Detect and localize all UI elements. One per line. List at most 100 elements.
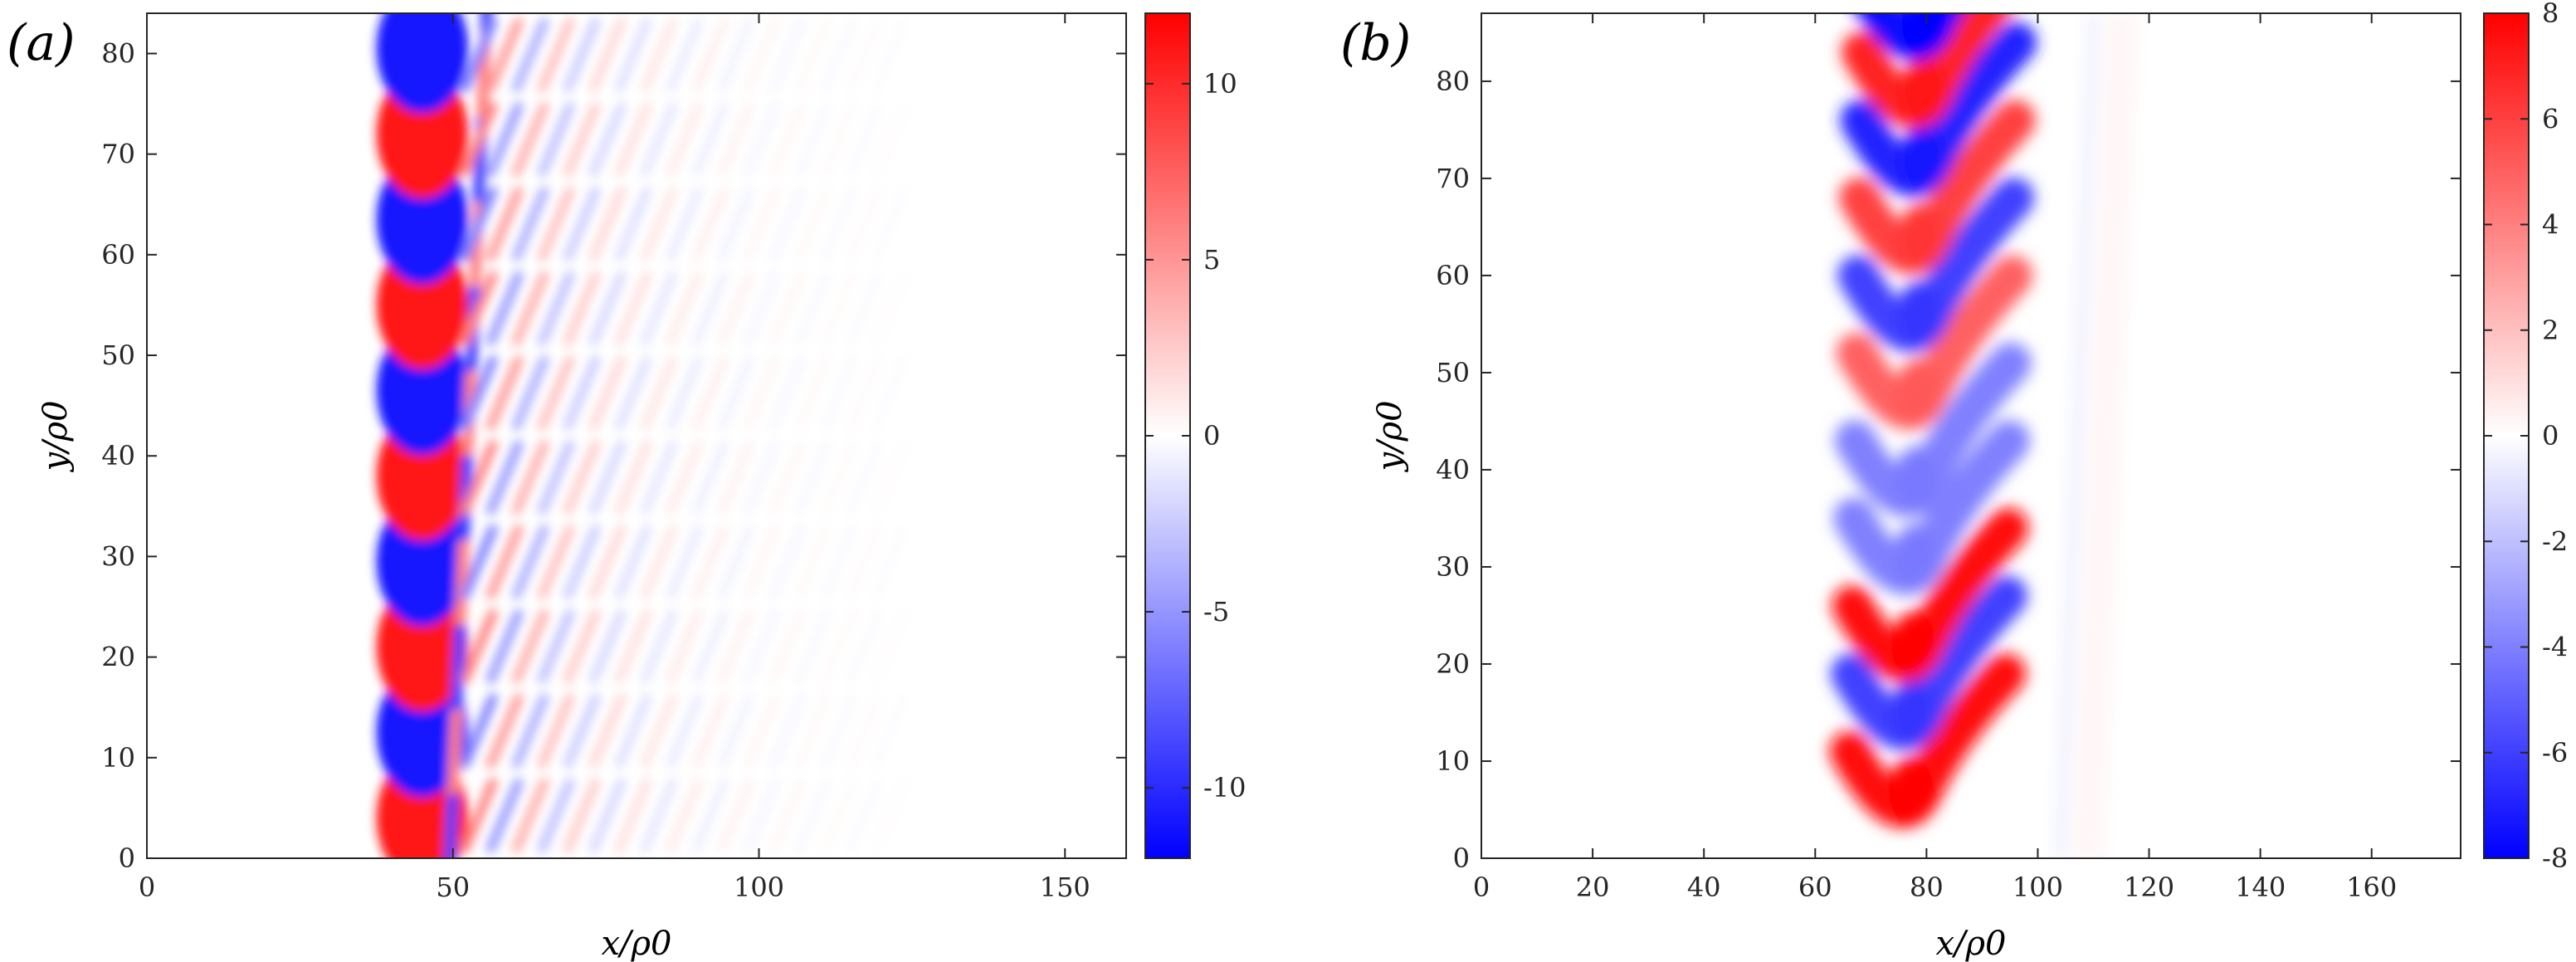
panel-a-stripe [768, 186, 807, 262]
panel-a-stripe [691, 17, 729, 93]
panel-a-stripe [691, 355, 729, 431]
panel-a-stripe [511, 524, 549, 600]
panel-b-field-shapes [1829, 13, 2139, 858]
panel-b-chevron-core [1890, 679, 1935, 746]
panel-a-stripe [871, 101, 910, 178]
panel-a-stripe [563, 17, 601, 93]
panel-a-stripe [820, 101, 858, 178]
panel-a-stripe [537, 439, 575, 515]
panel-b-ytick-label: 40 [1436, 454, 1470, 486]
panel-a-ytick-label: 70 [101, 139, 135, 170]
panel-a-stripe [563, 524, 601, 600]
panel-a-tag: (a) [7, 14, 76, 72]
panel-a-stripe [871, 693, 910, 769]
panel-a-stripe [768, 271, 807, 347]
panel-b-ytick-label: 0 [1453, 842, 1470, 874]
panel-a-stripe [563, 271, 601, 347]
panel-a-stripe [537, 17, 575, 93]
panel-a-stripe [820, 693, 858, 769]
panel-b-chevron-core [1898, 203, 1943, 270]
panel-a-stripe [563, 186, 601, 262]
panel-b-ytick-label: 60 [1436, 260, 1470, 291]
panel-a-stripe [820, 271, 858, 347]
panel-a-axes: 0 50 100 150 0 10 20 30 40 50 60 70 80 [101, 13, 1126, 903]
panel-a-stripe [460, 693, 498, 769]
panel-a-stripe [588, 693, 627, 769]
panel-a-stripe [768, 778, 807, 853]
panel-a-stripe [614, 778, 652, 853]
panel-a-stripe [614, 355, 652, 431]
panel-a-stripe [691, 778, 729, 853]
panel-b-xtick-label: 140 [2235, 872, 2286, 903]
panel-b-xtick-label: 20 [1576, 872, 1610, 903]
panel-b-cbar-tick-label: -4 [2542, 632, 2568, 663]
panel-b-xtick-label: 60 [1798, 872, 1832, 903]
panel-a-stripe [460, 524, 498, 600]
panel-a-stripe [588, 439, 627, 515]
panel-a-stripe [460, 355, 498, 431]
panel-b-ytick-label: 80 [1436, 66, 1470, 97]
panel-a-ytick-label: 30 [101, 540, 135, 572]
panel-b-axes: 0 20 40 60 80 100 120 140 160 0 10 20 30 40 50 60 70 80 [1436, 13, 2461, 903]
panel-a-stripe [871, 439, 910, 515]
panel-a-stripe [691, 186, 729, 262]
panel-a-stripe [717, 271, 755, 347]
panel-a-stripe [511, 439, 549, 515]
panel-a-stripe [846, 778, 884, 853]
panel-a-stripe [846, 186, 884, 262]
panel-a-stripe [511, 608, 549, 685]
panel-a-stripe [743, 101, 781, 178]
panel-b-ytick-label: 30 [1436, 551, 1470, 583]
panel-a-stripe [717, 355, 755, 431]
panel-a-stripe [614, 271, 652, 347]
panel-a-stripe [743, 693, 781, 769]
panel-a-stripe [460, 608, 498, 685]
panel-a-stripe [846, 693, 884, 769]
panel-a-stripe [588, 608, 627, 685]
panel-a-stripe [460, 778, 498, 853]
panel-a-stripe [640, 693, 678, 769]
panel-a-stripe [768, 608, 807, 685]
panel-b-xtick-label: 100 [2013, 872, 2063, 903]
panel-b-cbar-tick-label: -6 [2542, 737, 2568, 769]
panel-a-colorbar-ticks: -10 -5 0 5 10 [1145, 68, 1247, 803]
panel-a-stripe [871, 355, 910, 431]
panel-a-stripe [614, 439, 652, 515]
panel-b-chevron-core [1901, 13, 1947, 56]
panel-b-chevron-core [1899, 125, 1944, 193]
panel-b-chevron-core [1892, 524, 1938, 591]
panel-a-stripe [563, 439, 601, 515]
panel-a-stripe [717, 439, 755, 515]
panel-a-front-segment [444, 794, 459, 858]
panel-a-stripe [846, 524, 884, 600]
panel-a-stripe [717, 693, 755, 769]
panel-a-stripe [640, 355, 678, 431]
panel-b-chevron-core [1888, 757, 1934, 823]
panel-a-stripe [768, 17, 807, 93]
panel-a-stripe [537, 271, 575, 347]
panel-b-cbar-tick-label: 6 [2542, 103, 2559, 134]
panel-a-stripe [794, 271, 832, 347]
panel-a-ylabel: y/ρ0 [37, 400, 75, 472]
panel-a-stripe [794, 778, 832, 853]
panel-a-stripe [666, 524, 704, 600]
panel-a-cbar-tick-label: -5 [1203, 596, 1229, 627]
panel-a-stripe [768, 693, 807, 769]
panel-a-stripe [768, 524, 807, 600]
panel-a-stripe [871, 17, 910, 93]
panel-a-stripe [460, 439, 498, 515]
panel-a-stripe [640, 271, 678, 347]
panel-a-stripe [640, 17, 678, 93]
panel-b-ytick-label: 70 [1436, 163, 1470, 194]
panel-a-ytick-label: 40 [101, 440, 135, 471]
panel-a-stripe [691, 693, 729, 769]
panel-b-colorbar-ticks: -8 -6 -4 -2 0 2 4 6 8 [2484, 0, 2568, 874]
panel-b-xtick-label: 0 [1473, 872, 1490, 903]
panel-a-stripe [871, 186, 910, 262]
panel-a-stripe [666, 439, 704, 515]
panel-b-ytick-label: 50 [1436, 357, 1470, 388]
panel-b-trailing-band [2076, 13, 2122, 858]
panel-a-stripe [485, 693, 524, 769]
panel-a-stripe [794, 17, 832, 93]
